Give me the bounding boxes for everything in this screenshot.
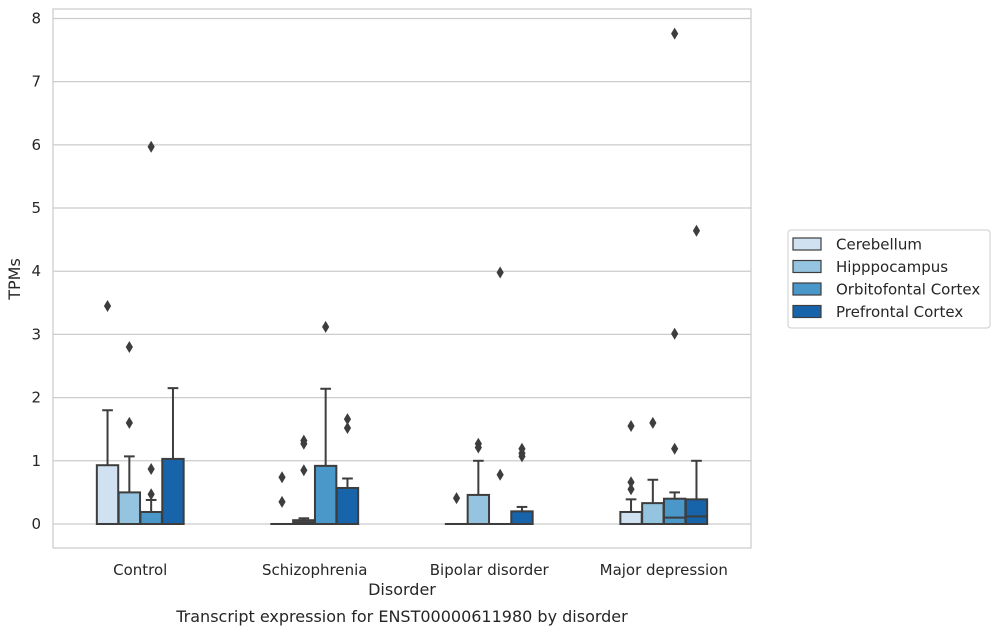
outlier-point xyxy=(278,495,286,508)
y-tick-label: 4 xyxy=(31,262,41,280)
outlier-point xyxy=(147,463,155,476)
y-tick-labels: 0 1 2 3 4 5 6 7 8 xyxy=(31,9,41,533)
outlier-point xyxy=(103,299,112,312)
chart-caption: Transcript expression for ENST0000061198… xyxy=(175,607,628,626)
outlier-point xyxy=(627,476,635,489)
legend-item: Hipppocampus xyxy=(792,258,948,276)
outlier-point xyxy=(627,483,635,496)
box xyxy=(619,510,643,525)
x-tick-label: Major depression xyxy=(600,561,728,579)
series-hipppocampus xyxy=(117,341,665,525)
outlier-point xyxy=(125,416,133,429)
legend: Cerebellum Hipppocampus Orbitofontal Corte… xyxy=(787,229,991,329)
y-tick-label: 3 xyxy=(31,325,41,343)
outlier-point xyxy=(496,266,504,279)
y-tick-label: 6 xyxy=(31,136,41,154)
series-cerebellum xyxy=(95,299,643,525)
legend-swatch xyxy=(792,282,822,296)
outlier-point xyxy=(278,471,286,484)
y-tick-label: 7 xyxy=(31,73,41,91)
box xyxy=(510,510,534,525)
box-plot xyxy=(270,471,294,525)
series-prefrontal-cortex xyxy=(161,224,709,525)
legend-item: Orbitofontal Cortex xyxy=(792,281,980,299)
outlier-point xyxy=(125,341,133,354)
outlier-point xyxy=(692,224,701,237)
box xyxy=(662,497,687,525)
outlier-point xyxy=(496,468,504,481)
legend-label: Orbitofontal Cortex xyxy=(836,281,980,299)
box xyxy=(117,491,142,525)
box-plot xyxy=(335,413,360,525)
box-plot xyxy=(117,341,142,525)
outlier-point xyxy=(452,492,461,505)
box xyxy=(335,486,360,525)
box-plot xyxy=(313,320,338,525)
plot-frame xyxy=(52,8,752,549)
box-plot xyxy=(444,492,469,525)
x-tick-labels: Control Schizophrenia Bipolar disorder Majo… xyxy=(113,561,728,579)
legend-swatch xyxy=(792,237,822,251)
box-plot xyxy=(139,140,163,525)
legend-frame xyxy=(787,229,991,329)
legend-swatch xyxy=(792,304,822,319)
x-tick-label: Bipolar disorder xyxy=(430,561,550,579)
box-plot xyxy=(466,437,491,525)
y-tick-label: 2 xyxy=(31,389,41,407)
box-plot-series xyxy=(95,27,709,525)
box-plot xyxy=(662,27,687,525)
outlier-point xyxy=(322,320,330,333)
box xyxy=(161,457,185,525)
legend-label: Cerebellum xyxy=(836,236,922,254)
outlier-point xyxy=(343,413,352,426)
legend-item: Cerebellum xyxy=(792,236,922,254)
outlier-point xyxy=(671,327,679,340)
outlier-point xyxy=(147,488,155,501)
legend-label: Prefrontal Cortex xyxy=(836,303,963,321)
y-axis-label: TPMs xyxy=(5,258,24,301)
box-plot xyxy=(684,224,709,525)
box xyxy=(641,502,665,525)
outlier-point xyxy=(518,442,526,455)
outlier-point xyxy=(649,416,657,429)
legend-label: Hipppocampus xyxy=(836,258,948,276)
outlier-point xyxy=(671,27,679,40)
outlier-point xyxy=(300,464,308,477)
x-tick-label: Schizophrenia xyxy=(262,561,367,579)
x-tick-label: Control xyxy=(113,561,167,579)
x-axis-label: Disorder xyxy=(368,580,436,599)
outlier-point xyxy=(147,140,155,153)
outlier-point xyxy=(300,434,308,447)
y-tick-label: 0 xyxy=(31,515,41,533)
legend-item: Prefrontal Cortex xyxy=(792,303,963,321)
box-plot xyxy=(488,266,512,525)
box-plot xyxy=(641,416,665,525)
box xyxy=(95,464,120,525)
y-tick-label: 5 xyxy=(31,199,41,217)
series-orbitofontal-cortex xyxy=(139,27,687,525)
box-plot xyxy=(619,420,643,525)
y-tick-label: 1 xyxy=(31,452,41,470)
legend-swatch xyxy=(792,259,822,274)
outlier-point xyxy=(343,421,352,434)
outlier-point xyxy=(627,420,635,433)
box-plot xyxy=(161,387,185,525)
box xyxy=(313,464,338,525)
box xyxy=(466,493,491,525)
outlier-point xyxy=(671,442,679,455)
box-plot xyxy=(292,434,316,525)
y-gridlines xyxy=(53,17,751,525)
outlier-point xyxy=(474,437,482,450)
box-plot xyxy=(95,299,120,525)
box xyxy=(139,510,163,525)
y-tick-label: 8 xyxy=(31,9,41,27)
box xyxy=(684,498,709,525)
box-plot xyxy=(510,442,534,525)
